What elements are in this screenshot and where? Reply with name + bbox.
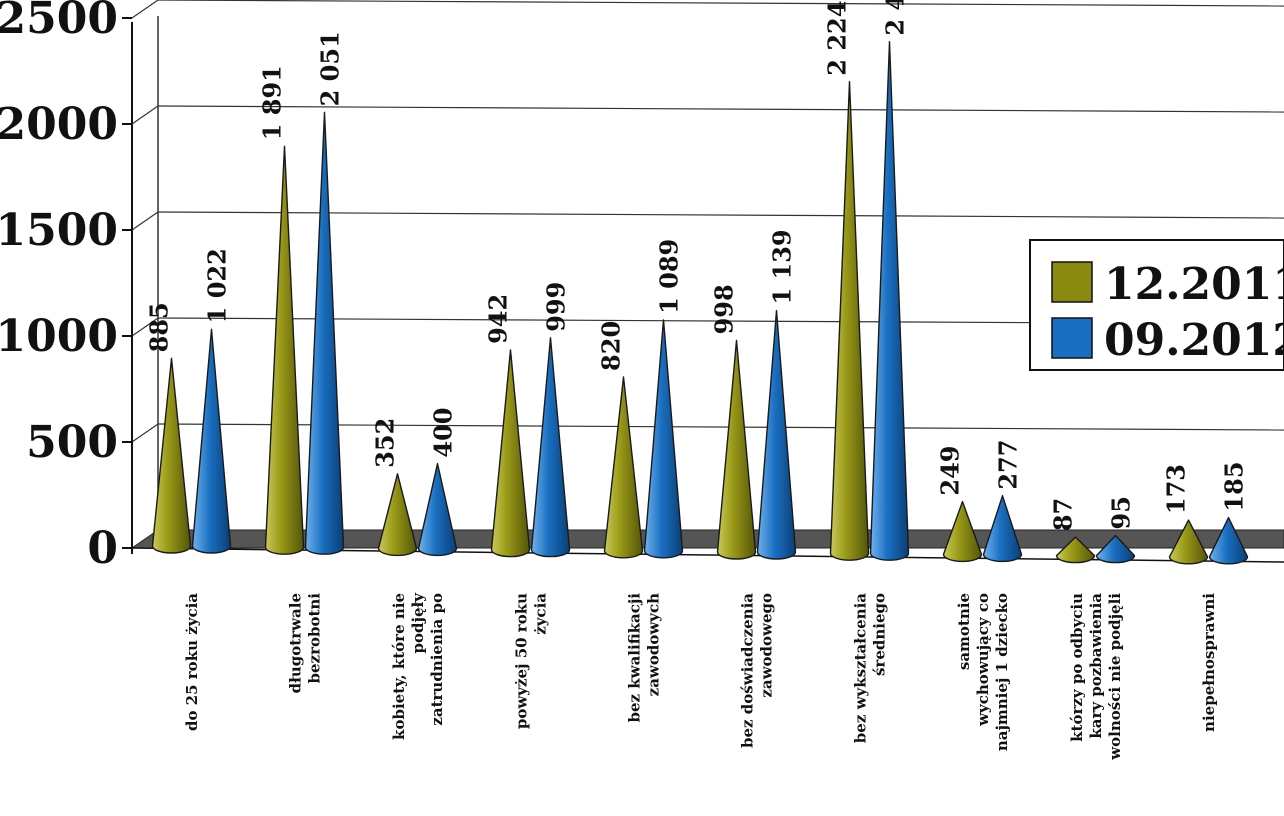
category-label: samotnie bbox=[955, 593, 973, 670]
data-label-series1-6: 2 224 bbox=[823, 1, 852, 76]
data-label-series2-9: 185 bbox=[1220, 461, 1249, 511]
category-label: bez wykształcenia bbox=[852, 593, 870, 743]
y-tick-label: 500 bbox=[26, 417, 118, 468]
gridline-diagonal bbox=[131, 105, 159, 125]
category-label: zawodowych bbox=[645, 593, 663, 696]
category-label: życia bbox=[532, 593, 550, 635]
gridline-diagonal bbox=[131, 317, 159, 337]
data-label-series2-3: 999 bbox=[542, 282, 571, 332]
cone-series2-9 bbox=[1208, 516, 1249, 565]
category-label: podjęły bbox=[409, 592, 427, 654]
category-label: zawodowego bbox=[758, 593, 776, 698]
category-label: kobiety, które nie bbox=[390, 593, 408, 740]
data-label-series1-1: 1 891 bbox=[258, 65, 287, 140]
gridline-diagonal bbox=[131, 211, 159, 231]
legend-swatch-series1 bbox=[1051, 261, 1093, 303]
cone-series1-4 bbox=[603, 376, 644, 559]
legend-label-series1: 12.2011 bbox=[1104, 259, 1284, 310]
cone-series2-8 bbox=[1095, 534, 1136, 564]
data-label-series2-2: 400 bbox=[429, 407, 458, 457]
cone-series2-5 bbox=[756, 309, 797, 560]
data-label-series2-4: 1 089 bbox=[655, 239, 684, 314]
category-label: kary pozbawienia bbox=[1087, 593, 1105, 739]
gridline-diagonal bbox=[131, 0, 159, 19]
category-label: którzy po odbyciu bbox=[1068, 593, 1086, 742]
data-label-series2-5: 1 139 bbox=[768, 229, 797, 304]
cone-series2-6 bbox=[869, 40, 910, 561]
data-label-series2-8: 95 bbox=[1107, 496, 1136, 529]
gridline bbox=[157, 211, 1284, 219]
cone-series1-8 bbox=[1055, 536, 1096, 564]
category-label: niepełnosprawni bbox=[1200, 593, 1218, 732]
cone-series2-2 bbox=[417, 462, 458, 557]
category-label: średniego bbox=[871, 593, 889, 676]
cone-series1-6 bbox=[829, 81, 870, 561]
cone-series1-5 bbox=[716, 339, 757, 560]
cone-series1-0 bbox=[151, 357, 192, 554]
gridline bbox=[157, 423, 1284, 431]
gridline-diagonal bbox=[131, 423, 159, 443]
y-tick-label: 2000 bbox=[0, 99, 118, 150]
category-label: zatrudnienia po bbox=[428, 593, 446, 726]
data-label-series1-0: 885 bbox=[145, 302, 174, 352]
category-label: bez doświadczenia bbox=[739, 593, 757, 748]
category-label: bez kwalifikacji bbox=[626, 593, 644, 723]
cone-series2-4 bbox=[643, 319, 684, 559]
data-label-series1-9: 173 bbox=[1162, 464, 1191, 514]
legend-label-series2: 09.2012 bbox=[1104, 315, 1284, 366]
cone-series1-1 bbox=[264, 145, 305, 555]
data-label-series1-2: 352 bbox=[371, 418, 400, 468]
cone-series1-3 bbox=[490, 349, 531, 558]
y-tick-label: 1500 bbox=[0, 205, 118, 256]
category-label: do 25 roku życia bbox=[183, 593, 201, 731]
cone-series1-2 bbox=[377, 473, 418, 557]
category-label: bezrobotni bbox=[306, 593, 324, 684]
category-axis: do 25 roku życia długotrwale bezrobotni kob… bbox=[183, 592, 1218, 761]
gridline bbox=[157, 0, 1284, 7]
gridlines bbox=[131, 0, 1284, 530]
data-label-series2-6: 2 413 bbox=[881, 0, 910, 36]
category-label: długotrwale bbox=[287, 593, 305, 693]
legend-swatch-series2 bbox=[1051, 317, 1093, 359]
value-axis: 0 500 1000 1500 2000 2500 bbox=[0, 0, 1284, 574]
data-label-series1-5: 998 bbox=[710, 284, 739, 334]
data-label-series1-3: 942 bbox=[484, 294, 513, 344]
category-label: wolności nie podjęli bbox=[1106, 593, 1124, 761]
data-label-series2-0: 1 022 bbox=[203, 248, 232, 323]
data-labels: 885 1 022 1 891 2 051 352 400 942 999 820 1 089 99… bbox=[145, 0, 1249, 531]
category-label: najmniej 1 dziecko bbox=[993, 593, 1011, 751]
y-tick-label: 0 bbox=[87, 523, 118, 574]
cone-series2-1 bbox=[304, 111, 345, 555]
data-label-series1-4: 820 bbox=[597, 321, 626, 371]
cone-series2-7 bbox=[982, 494, 1023, 563]
data-label-series1-7: 249 bbox=[936, 446, 965, 496]
gridline bbox=[157, 105, 1284, 113]
cone-series1-9 bbox=[1168, 519, 1209, 565]
cone-series1-7 bbox=[942, 500, 983, 563]
cone-series2-3 bbox=[530, 337, 571, 558]
category-label: powyżej 50 roku bbox=[513, 593, 531, 729]
y-tick-label: 1000 bbox=[0, 311, 118, 362]
data-label-series1-8: 87 bbox=[1049, 498, 1078, 531]
cone-series2-0 bbox=[191, 328, 232, 554]
category-label: wychowujący co bbox=[974, 593, 992, 727]
data-label-series2-7: 277 bbox=[994, 440, 1023, 490]
data-label-series2-1: 2 051 bbox=[316, 31, 345, 106]
plot-area bbox=[151, 40, 1249, 565]
y-tick-label: 2500 bbox=[0, 0, 118, 44]
